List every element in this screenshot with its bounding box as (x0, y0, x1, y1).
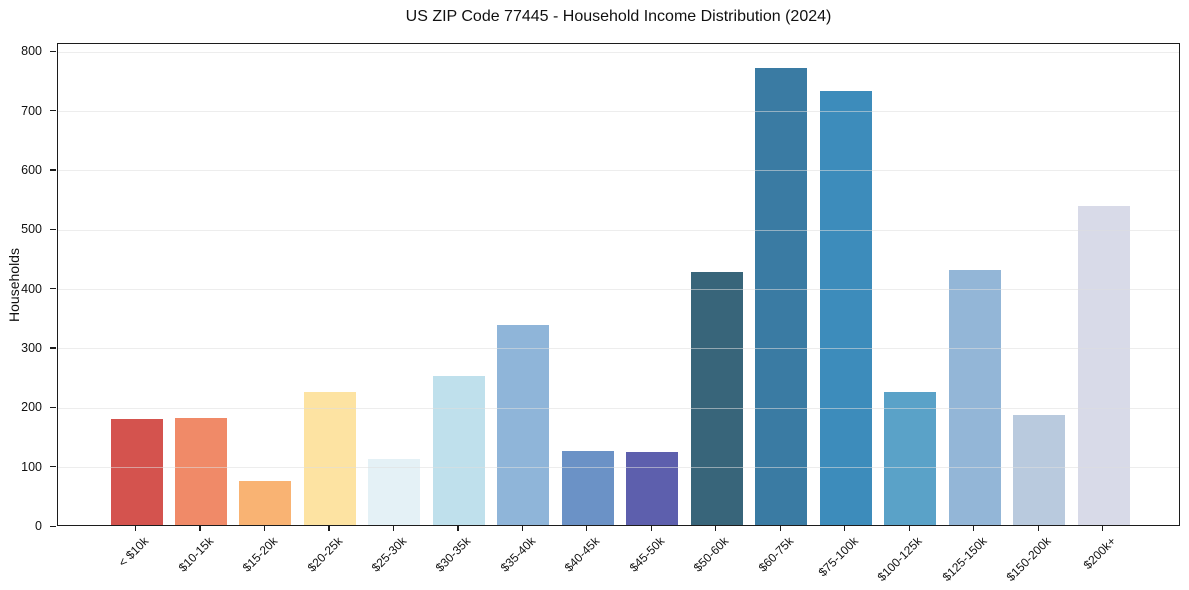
x-tick-mark (973, 526, 975, 531)
y-tick-mark (50, 228, 56, 230)
gridline-y-600 (58, 170, 1179, 172)
bar-10-15k (174, 418, 227, 525)
x-tick-mark (908, 526, 910, 531)
x-tick-mark (457, 526, 459, 531)
x-tick-label-text: $200k+ (1080, 534, 1119, 572)
bar-150-200k (1013, 415, 1066, 525)
x-tick-mark (1037, 526, 1039, 531)
x-tick-label-text: < $10k (115, 534, 152, 570)
gridline-y-800 (58, 51, 1179, 53)
gridline-y-700 (58, 111, 1179, 113)
plot-area (57, 43, 1180, 526)
gridline-y-300 (58, 348, 1179, 350)
bar-60-75k (755, 67, 808, 525)
bar-45-50k (626, 452, 679, 525)
y-tick-label-700: 700 (21, 103, 42, 118)
x-tick-label-text: $40-45k (562, 534, 603, 575)
bar-15-20k (239, 480, 292, 525)
y-tick-label-300: 300 (21, 340, 42, 355)
y-tick-label-500: 500 (21, 222, 42, 237)
gridline-y-400 (58, 289, 1179, 291)
x-tick-mark (650, 526, 652, 531)
x-tick-label-text: $100-125k (875, 534, 926, 585)
x-tick-mark (199, 526, 201, 531)
bar-25-30k (368, 458, 421, 525)
x-tick-mark (328, 526, 330, 531)
y-tick-mark (50, 347, 56, 349)
x-tick-mark (586, 526, 588, 531)
y-tick-label-600: 600 (21, 162, 42, 177)
y-tick-mark (50, 50, 56, 52)
y-tick-label-400: 400 (21, 281, 42, 296)
chart-title: US ZIP Code 77445 - Household Income Dis… (405, 8, 832, 25)
x-tick-label-text: $75-100k (815, 534, 861, 580)
bar-100-125k (884, 392, 937, 525)
x-tick-label-text: $15-20k (239, 534, 281, 575)
x-tick-label-text: $30-35k (433, 534, 474, 575)
x-tick-label-text: $125-150k (939, 534, 990, 585)
bar-125-150k (948, 269, 1001, 525)
y-tick-mark (50, 288, 56, 290)
y-tick-label-0: 0 (35, 519, 42, 533)
y-tick-mark (50, 525, 56, 527)
bar-75-100k (819, 90, 872, 525)
bar-30-35k (432, 376, 485, 525)
x-tick-mark (779, 526, 781, 531)
x-tick-mark (392, 526, 395, 531)
x-tick-label-text: $150-200k (1003, 534, 1054, 585)
x-tick-label-text: $35-40k (497, 534, 539, 575)
x-tick-label-text: $60-75k (755, 534, 797, 575)
y-tick-label-100: 100 (21, 459, 42, 474)
y-tick-label-200: 200 (21, 400, 42, 415)
x-tick-mark (1102, 526, 1104, 531)
bar-200k+ (1077, 205, 1130, 525)
x-tick-mark (521, 526, 523, 531)
y-tick-mark (50, 406, 56, 408)
x-tick-label-text: $25-30k (368, 534, 410, 575)
x-tick-mark (135, 526, 137, 531)
bar-50-60k (690, 271, 743, 525)
bar-20-25k (303, 391, 356, 525)
y-tick-mark (50, 466, 56, 468)
gridline-y-500 (58, 229, 1179, 231)
x-tick-label-text: $10-15k (175, 534, 216, 575)
y-tick-mark (50, 169, 56, 171)
x-tick-label-text: $20-25k (304, 534, 345, 575)
y-tick-label-800: 800 (21, 44, 42, 59)
x-tick-label-text: $50-60k (691, 534, 732, 575)
bar-35-40k (497, 325, 550, 525)
bar-10k (110, 419, 163, 525)
x-tick-mark (844, 526, 846, 531)
x-tick-mark (715, 526, 717, 531)
gridline-y-200 (58, 407, 1179, 409)
x-tick-label-text: $45-50k (626, 534, 668, 575)
bar-40-45k (561, 450, 614, 525)
x-tick-mark (263, 526, 266, 531)
y-tick-mark (50, 110, 56, 112)
